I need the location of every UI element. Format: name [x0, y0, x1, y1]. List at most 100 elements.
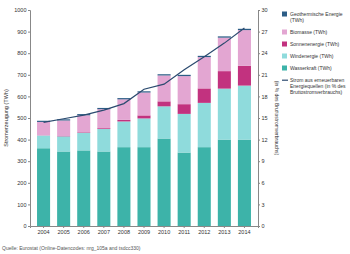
- bar: [117, 120, 130, 122]
- bar-series: [37, 66, 251, 137]
- tick-mark: [28, 96, 30, 97]
- legend-swatch: [282, 42, 287, 47]
- tick-label: 24: [262, 50, 268, 56]
- tick-label: 900: [17, 29, 26, 35]
- bar: [158, 101, 171, 106]
- tick-mark: [28, 53, 30, 54]
- legend-swatch: [282, 80, 288, 81]
- tick: 2008: [118, 226, 130, 235]
- tick-mark: [258, 183, 260, 184]
- tick-label: 300: [17, 158, 26, 164]
- tick-mark: [258, 204, 260, 205]
- tick-mark: [258, 53, 260, 54]
- tick: 15: [258, 115, 268, 121]
- tick-label: 2006: [78, 229, 90, 235]
- bar: [57, 136, 70, 151]
- tick-label: 600: [17, 94, 26, 100]
- tick: 30: [258, 7, 268, 13]
- axis-title: Stromerzeugung (TWh): [3, 89, 9, 147]
- legend-item: Geothermische Energie(TWh): [282, 11, 343, 23]
- tick: 27: [258, 29, 268, 35]
- plot-area: [37, 28, 251, 226]
- tick-label: 500: [17, 115, 26, 121]
- bar: [77, 133, 90, 151]
- chart: 0100200300400500600700800900100003691215…: [0, 0, 350, 254]
- line: [44, 28, 245, 122]
- bar: [117, 98, 130, 99]
- source: Quelle: Eurostat (Online-Datencodes: nrg…: [2, 245, 141, 251]
- tick-mark: [28, 10, 30, 11]
- tick: 600: [17, 94, 30, 100]
- tick-label: 2005: [58, 229, 70, 235]
- bar: [37, 135, 50, 148]
- bar: [178, 153, 191, 226]
- bar: [37, 122, 50, 135]
- tick: 800: [17, 50, 30, 56]
- tick-mark: [28, 204, 30, 205]
- tick: 1000: [14, 7, 30, 13]
- axis-line: [28, 11, 31, 227]
- tick: 2014: [238, 226, 250, 235]
- bar: [178, 75, 191, 76]
- axis: 036912151821242730: [258, 7, 268, 229]
- bar: [97, 129, 110, 151]
- legend-label-line: Sonnenenergie (TWh): [290, 41, 340, 47]
- bar: [158, 106, 171, 138]
- bar: [218, 140, 231, 226]
- bar: [178, 76, 191, 104]
- tick: 2004: [37, 226, 49, 235]
- tick-mark: [184, 226, 185, 228]
- tick-label: 100: [17, 202, 26, 208]
- tick-label: 2009: [138, 229, 150, 235]
- tick: 2012: [198, 226, 210, 235]
- legend-item: Biomasse (TWh): [282, 29, 328, 35]
- tick-mark: [258, 118, 260, 119]
- tick-label: 2010: [158, 229, 170, 235]
- tick-mark: [28, 32, 30, 33]
- tick-label: 2014: [238, 229, 250, 235]
- tick-label: 200: [17, 180, 26, 186]
- bar: [137, 115, 150, 118]
- bar: [137, 118, 150, 147]
- tick-mark: [258, 140, 260, 141]
- tick: 900: [17, 29, 30, 35]
- bar: [238, 86, 251, 140]
- tick-label: 700: [17, 72, 26, 78]
- legend-label: Sonnenenergie (TWh): [290, 41, 340, 47]
- bar-series: [37, 86, 251, 153]
- bar: [137, 147, 150, 226]
- bar: [218, 36, 231, 37]
- axis-title: (in % des Bruttostromverbrauchs): [274, 81, 280, 156]
- tick-label: 0: [262, 223, 265, 229]
- bar: [158, 75, 171, 101]
- tick-label: 15: [262, 115, 268, 121]
- legend-swatch: [282, 54, 287, 59]
- tick-label: 27: [262, 29, 268, 35]
- bar: [238, 29, 251, 30]
- tick-mark: [28, 161, 30, 162]
- bar: [238, 66, 251, 86]
- tick-label: 800: [17, 50, 26, 56]
- legend-label-line: Wasserkraft (TWh): [290, 65, 332, 71]
- tick-label: 6: [262, 180, 265, 186]
- tick: 700: [17, 72, 30, 78]
- bar: [158, 139, 171, 226]
- tick-label: 2008: [118, 229, 130, 235]
- bar: [238, 140, 251, 226]
- bar: [218, 71, 231, 88]
- legend-label: Geothermische Energie(TWh): [290, 11, 343, 23]
- tick-mark: [164, 226, 165, 228]
- legend-item: Wasserkraft (TWh): [282, 65, 332, 71]
- legend-label: Wasserkraft (TWh): [290, 65, 332, 71]
- tick: 21: [258, 72, 268, 78]
- tick: 2007: [98, 226, 110, 235]
- tick-mark: [43, 226, 44, 228]
- axis: 01002003004005006007008009001000: [14, 7, 30, 229]
- tick-mark: [28, 118, 30, 119]
- tick: 2013: [218, 226, 230, 235]
- bar: [137, 93, 150, 116]
- tick: 0: [23, 223, 30, 229]
- tick-label: 21: [262, 72, 268, 78]
- tick-mark: [83, 226, 84, 228]
- bar-series: [37, 30, 251, 136]
